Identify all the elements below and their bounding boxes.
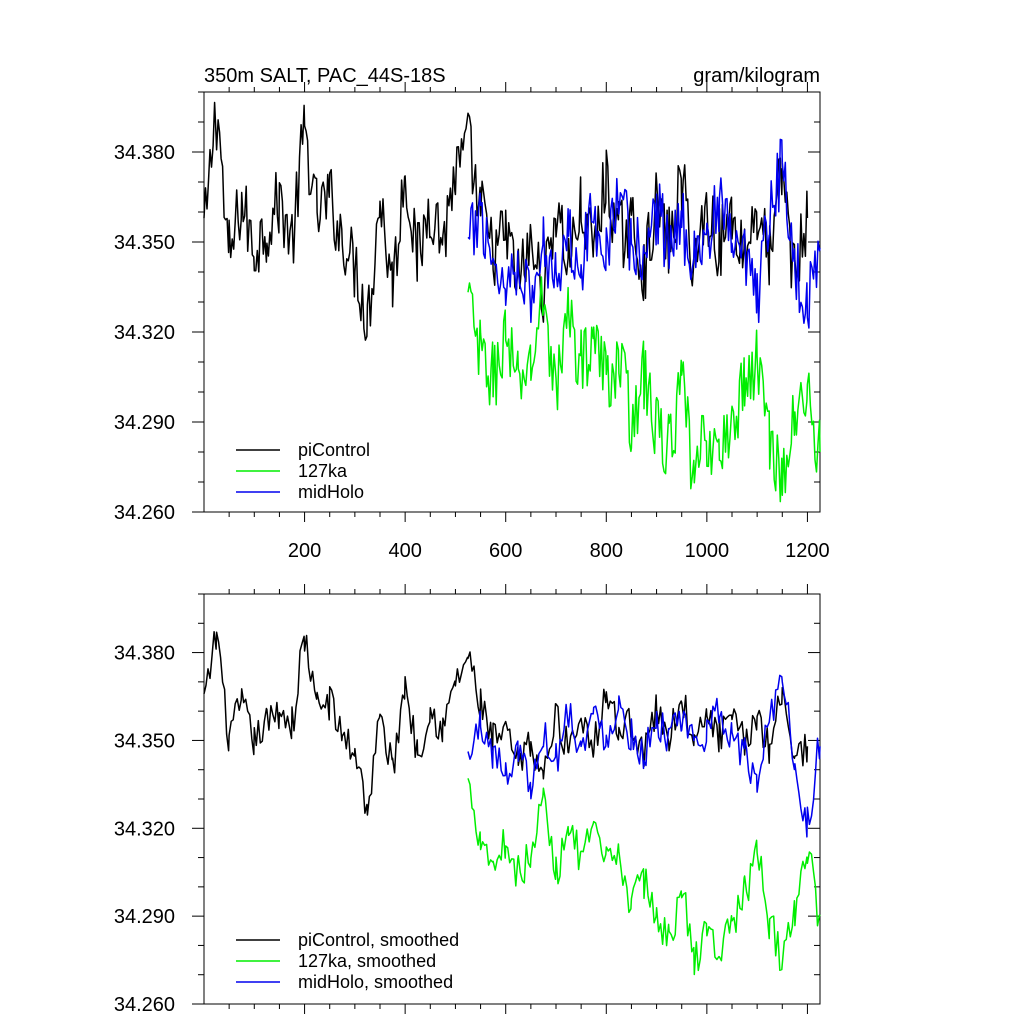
legend-label: 127ka [298,461,348,481]
legend-label: piControl [298,440,370,460]
x-tick-label: 400 [388,540,421,562]
y-axis-tick-labels: 34.260 34.290 34.320 34.350 34.380 [114,643,175,1016]
series-line-3 [467,674,821,838]
y-tick-label: 34.350 [114,232,175,254]
x-tick-label: 200 [288,540,321,562]
legend-label: piControl, smoothed [298,930,459,950]
series-lines [203,630,821,976]
plot-frame [203,593,821,1005]
series-line-2 [467,276,821,503]
x-tick-label: 1000 [685,540,730,562]
top-panel: 350m SALT, PAC_44S-18S gram/kilogram 34.… [114,65,830,562]
legend-label: midHolo, smoothed [298,972,453,992]
series-line-1 [203,101,809,341]
x-axis-tick-labels: 200 400 600 800 1000 1200 [288,540,830,562]
y-axis-tick-labels: 34.260 34.290 34.320 34.350 34.380 [114,142,175,524]
units-label: gram/kilogram [693,65,820,87]
x-tick-label: 800 [590,540,623,562]
legend-label: midHolo [298,482,364,502]
y-tick-label: 34.290 [114,906,175,928]
x-tick-label: 1200 [785,540,830,562]
series-lines [203,101,821,503]
y-tick-label: 34.260 [114,994,175,1016]
y-tick-label: 34.290 [114,412,175,434]
chart-title: 350m SALT, PAC_44S-18S [204,65,446,87]
y-tick-label: 34.320 [114,818,175,840]
y-tick-label: 34.320 [114,322,175,344]
y-tick-label: 34.260 [114,502,175,524]
series-line-1 [203,630,809,816]
x-tick-label: 600 [489,540,522,562]
series-line-3 [467,138,821,329]
legend-label: 127ka, smoothed [298,951,436,971]
axis-ticks [192,82,820,522]
y-tick-label: 34.380 [114,643,175,665]
y-tick-label: 34.350 [114,730,175,752]
y-tick-label: 34.380 [114,142,175,164]
bottom-panel: 34.260 34.290 34.320 34.350 34.380 piControl… [114,584,821,1016]
series-line-2 [467,778,821,976]
axis-ticks [192,584,820,1014]
